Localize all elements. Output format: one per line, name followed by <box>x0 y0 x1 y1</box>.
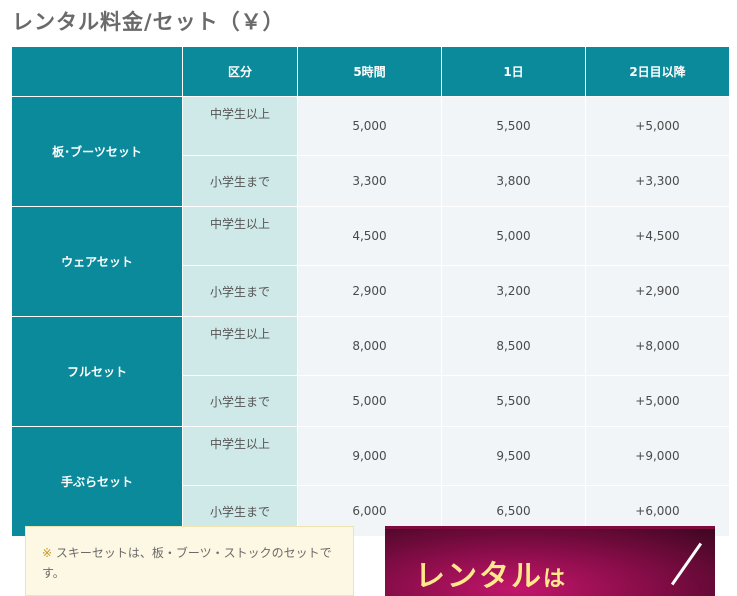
banner-stroke-decoration <box>670 542 703 586</box>
price-extra-day: +5,000 <box>585 375 730 427</box>
price-one-day: 5,500 <box>441 375 586 427</box>
note-box: ※ スキーセットは、板・ブーツ・ストックのセットです。 <box>25 526 354 596</box>
page-title: レンタル料金/セット（￥） <box>12 10 285 34</box>
price-five-hours: 2,900 <box>297 265 442 317</box>
table-row: 小学生まで 5,000 5,500 +5,000 <box>12 375 730 427</box>
price-extra-day: +2,900 <box>585 265 730 317</box>
price-one-day: 3,200 <box>441 265 586 317</box>
table-row: 手ぶらセット 中学生以上 9,000 9,500 +9,000 <box>11 426 730 537</box>
table-row: 小学生まで 3,300 3,800 +3,300 <box>12 155 730 207</box>
rental-price-table: 区分 5時間 1日 2日目以降 板･ブーツセット 中学生以上 5,000 5,5… <box>11 46 730 537</box>
price-one-day: 9,500 <box>441 426 586 486</box>
table-row: フルセット 中学生以上 8,000 8,500 +8,000 <box>11 316 730 427</box>
price-extra-day: +3,300 <box>585 155 730 207</box>
note-mark: ※ <box>42 546 53 560</box>
price-one-day: 8,500 <box>441 316 586 376</box>
category-cell: 中学生以上 <box>182 206 298 266</box>
category-cell: 小学生まで <box>182 375 298 427</box>
price-five-hours: 9,000 <box>297 426 442 486</box>
header-set <box>11 46 183 97</box>
category-cell: 小学生まで <box>182 265 298 317</box>
price-five-hours: 4,500 <box>297 206 442 266</box>
set-name-wear: ウェアセット <box>11 206 183 317</box>
category-cell: 小学生まで <box>182 155 298 207</box>
price-extra-day: +8,000 <box>585 316 730 376</box>
price-one-day: 3,800 <box>441 155 586 207</box>
set-name-empty-handed: 手ぶらセット <box>11 426 183 537</box>
banner-title: レンタルは <box>415 551 567 595</box>
category-cell: 中学生以上 <box>182 96 298 156</box>
price-extra-day: +9,000 <box>585 426 730 486</box>
set-name-full: フルセット <box>11 316 183 427</box>
price-five-hours: 5,000 <box>297 375 442 427</box>
header-category: 区分 <box>182 46 298 97</box>
table-row: 板･ブーツセット 中学生以上 5,000 5,500 +5,000 <box>11 96 730 207</box>
header-extra-day: 2日目以降 <box>585 46 730 97</box>
price-extra-day: +4,500 <box>585 206 730 266</box>
table-row: 小学生まで 2,900 3,200 +2,900 <box>12 265 730 317</box>
header-one-day: 1日 <box>441 46 586 97</box>
category-cell: 中学生以上 <box>182 426 298 486</box>
set-name-board-boots: 板･ブーツセット <box>11 96 183 207</box>
banner-suffix: は <box>543 567 568 592</box>
table-header-row: 区分 5時間 1日 2日目以降 <box>11 46 730 97</box>
price-one-day: 5,500 <box>441 96 586 156</box>
note-text: スキーセットは、板・ブーツ・ストックのセットです。 <box>42 546 332 580</box>
price-one-day: 5,000 <box>441 206 586 266</box>
rental-banner[interactable]: レンタルは <box>385 526 715 596</box>
price-five-hours: 3,300 <box>297 155 442 207</box>
header-five-hours: 5時間 <box>297 46 442 97</box>
table-row: ウェアセット 中学生以上 4,500 5,000 +4,500 <box>11 206 730 317</box>
category-cell: 中学生以上 <box>182 316 298 376</box>
price-five-hours: 8,000 <box>297 316 442 376</box>
price-five-hours: 5,000 <box>297 96 442 156</box>
price-extra-day: +5,000 <box>585 96 730 156</box>
